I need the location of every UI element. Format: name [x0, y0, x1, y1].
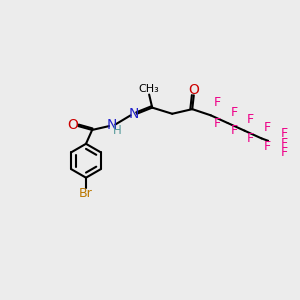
Text: F: F [213, 97, 220, 110]
Text: F: F [264, 121, 271, 134]
Text: F: F [230, 106, 237, 119]
Text: F: F [264, 140, 271, 153]
Text: H: H [112, 124, 121, 137]
Text: CH₃: CH₃ [139, 84, 160, 94]
Text: F: F [247, 132, 254, 145]
Text: N: N [107, 118, 117, 131]
Text: F: F [213, 116, 220, 130]
Text: F: F [247, 113, 254, 126]
Text: Br: Br [79, 187, 93, 200]
Text: F: F [281, 136, 288, 149]
Text: N: N [128, 107, 139, 121]
Text: O: O [188, 83, 199, 97]
Text: F: F [281, 127, 288, 140]
Text: F: F [281, 146, 288, 159]
Text: O: O [68, 118, 78, 131]
Text: F: F [230, 124, 237, 137]
